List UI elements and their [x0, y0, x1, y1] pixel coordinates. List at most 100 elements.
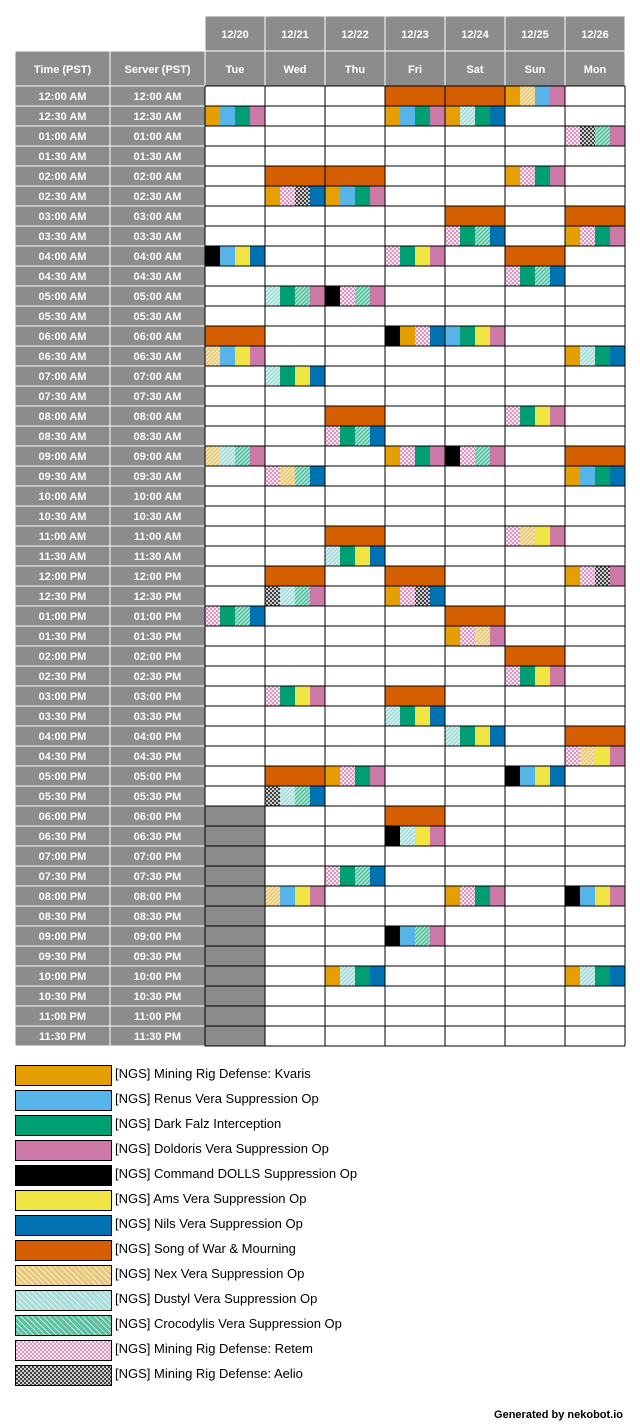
event-cell[interactable] — [505, 406, 565, 426]
event-mark-doldoris — [610, 226, 625, 246]
time-label: 07:30 PM — [39, 871, 87, 883]
event-cell[interactable] — [565, 446, 625, 466]
event-cell[interactable] — [385, 326, 445, 346]
event-cell[interactable] — [445, 106, 505, 126]
event-cell[interactable] — [385, 926, 445, 946]
legend-swatch — [15, 1090, 112, 1111]
event-cell[interactable] — [505, 666, 565, 686]
event-cell[interactable] — [385, 246, 445, 266]
event-mark-falz — [595, 466, 610, 486]
event-mark-sow — [265, 766, 325, 786]
event-cell[interactable] — [565, 466, 625, 486]
event-cell[interactable] — [265, 766, 325, 786]
time-label: 01:00 AM — [39, 131, 87, 143]
event-cell[interactable] — [205, 326, 265, 346]
server-time-label: 01:00 AM — [134, 131, 182, 143]
event-cell[interactable] — [265, 186, 325, 206]
event-cell[interactable] — [385, 446, 445, 466]
event-mark-dolls — [385, 326, 400, 346]
event-cell[interactable] — [265, 366, 325, 386]
event-cell[interactable] — [565, 566, 625, 586]
event-cell[interactable] — [385, 686, 445, 706]
event-cell[interactable] — [565, 966, 625, 986]
weekday-header-cell — [504, 50, 566, 87]
event-cell[interactable] — [505, 166, 565, 186]
event-cell[interactable] — [445, 226, 505, 246]
event-cell[interactable] — [325, 186, 385, 206]
event-cell[interactable] — [325, 526, 385, 546]
event-cell[interactable] — [205, 106, 265, 126]
event-cell[interactable] — [445, 326, 505, 346]
event-cell[interactable] — [205, 246, 265, 266]
event-cell[interactable] — [565, 746, 625, 766]
event-cell[interactable] — [325, 766, 385, 786]
event-cell[interactable] — [565, 226, 625, 246]
event-cell[interactable] — [445, 626, 505, 646]
event-cell[interactable] — [325, 166, 385, 186]
event-cell[interactable] — [505, 86, 565, 106]
event-cell[interactable] — [505, 526, 565, 546]
event-cell[interactable] — [565, 346, 625, 366]
event-cell[interactable] — [385, 706, 445, 726]
weekday-label: Mon — [584, 64, 607, 76]
event-cell[interactable] — [265, 466, 325, 486]
event-cell[interactable] — [445, 886, 505, 906]
event-cell[interactable] — [265, 886, 325, 906]
event-cell[interactable] — [265, 586, 325, 606]
event-mark-falz — [355, 186, 370, 206]
event-cell[interactable] — [265, 786, 325, 806]
event-mark-falz — [475, 886, 490, 906]
event-cell[interactable] — [445, 606, 505, 626]
event-cell[interactable] — [445, 726, 505, 746]
event-mark-sow — [445, 606, 505, 626]
event-mark-falz — [595, 346, 610, 366]
event-cell[interactable] — [385, 806, 445, 826]
event-cell[interactable] — [565, 206, 625, 226]
date-label: 12/23 — [401, 29, 429, 41]
event-mark-kvaris — [565, 226, 580, 246]
event-cell[interactable] — [385, 586, 445, 606]
event-cell[interactable] — [205, 346, 265, 366]
event-mark-pattern — [280, 586, 295, 606]
event-cell[interactable] — [205, 606, 265, 626]
event-cell[interactable] — [565, 886, 625, 906]
event-cell[interactable] — [505, 766, 565, 786]
event-cell[interactable] — [325, 426, 385, 446]
event-cell[interactable] — [565, 126, 625, 146]
event-cell[interactable] — [265, 166, 325, 186]
time-label: 08:00 AM — [39, 411, 87, 423]
event-mark-pattern — [220, 446, 235, 466]
legend-item-retem: [NGS] Mining Rig Defense: Retem — [15, 1337, 615, 1362]
time-label: 03:00 PM — [39, 691, 87, 703]
event-cell[interactable] — [385, 566, 445, 586]
event-cell[interactable] — [325, 866, 385, 886]
event-cell[interactable] — [445, 86, 505, 106]
event-cell[interactable] — [505, 246, 565, 266]
event-mark-pattern — [580, 566, 595, 586]
legend-item-dolls: [NGS] Command DOLLS Suppression Op — [15, 1162, 615, 1187]
event-cell[interactable] — [505, 266, 565, 286]
event-cell[interactable] — [265, 286, 325, 306]
event-cell[interactable] — [205, 446, 265, 466]
event-cell[interactable] — [385, 86, 445, 106]
event-cell[interactable] — [385, 826, 445, 846]
server-time-label: 04:00 PM — [134, 731, 182, 743]
event-mark-falz — [340, 546, 355, 566]
event-cell[interactable] — [325, 546, 385, 566]
event-cell[interactable] — [445, 446, 505, 466]
legend-item-falz: [NGS] Dark Falz Interception — [15, 1112, 615, 1137]
event-mark-renus — [400, 926, 415, 946]
event-cell[interactable] — [565, 726, 625, 746]
event-cell[interactable] — [385, 106, 445, 126]
event-cell[interactable] — [325, 286, 385, 306]
event-mark-doldoris — [310, 886, 325, 906]
event-mark-sow — [565, 446, 625, 466]
event-mark-pattern — [565, 746, 580, 766]
event-cell[interactable] — [445, 206, 505, 226]
event-cell[interactable] — [505, 646, 565, 666]
legend-label: [NGS] Mining Rig Defense: Kvaris — [115, 1066, 311, 1081]
event-cell[interactable] — [265, 566, 325, 586]
event-cell[interactable] — [325, 406, 385, 426]
event-cell[interactable] — [265, 686, 325, 706]
event-cell[interactable] — [325, 966, 385, 986]
